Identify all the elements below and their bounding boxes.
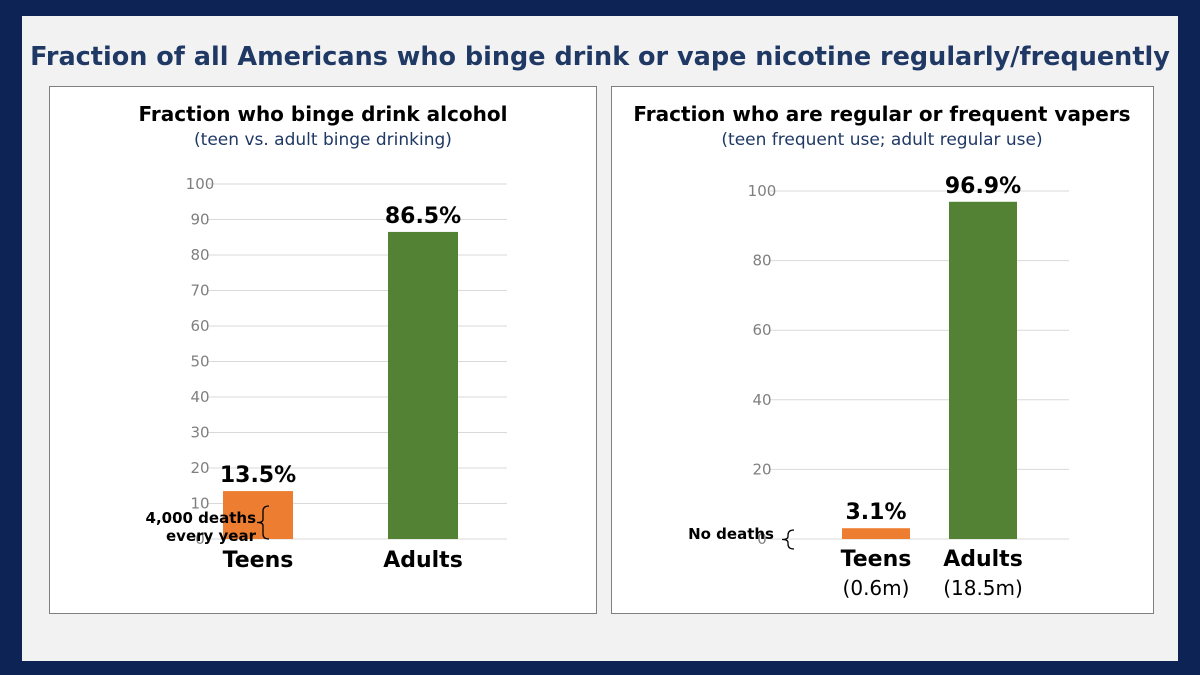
y-tick-label: 0 bbox=[195, 530, 205, 548]
y-tick-label: 60 bbox=[752, 321, 771, 339]
y-tick-label: 40 bbox=[752, 391, 771, 409]
data-label: 3.1% bbox=[845, 500, 906, 525]
data-label: 96.9% bbox=[945, 174, 1021, 199]
page-title: Fraction of all Americans who binge drin… bbox=[30, 42, 1170, 72]
y-tick-label: 20 bbox=[752, 460, 771, 478]
y-tick-label: 100 bbox=[186, 175, 215, 193]
annotation-text: 4,000 deaths bbox=[146, 509, 257, 527]
y-tick-label: 30 bbox=[190, 424, 209, 442]
annotation-text: every year bbox=[166, 527, 257, 545]
data-label: 13.5% bbox=[220, 463, 296, 488]
bar-teens bbox=[223, 491, 293, 539]
y-tick-label: 80 bbox=[190, 246, 209, 264]
y-tick-label: 100 bbox=[748, 182, 777, 200]
y-tick-label: 60 bbox=[190, 317, 209, 335]
data-label: 86.5% bbox=[385, 204, 461, 229]
y-tick-label: 70 bbox=[190, 282, 209, 300]
curly-brace-icon bbox=[256, 505, 270, 540]
curly-brace-icon bbox=[781, 529, 795, 550]
x-category-label: Adults bbox=[383, 548, 463, 573]
y-tick-label: 10 bbox=[190, 495, 209, 513]
vaping-chart-panel: Fraction who are regular or frequent vap… bbox=[611, 86, 1154, 614]
binge-drinking-chart: Fraction who binge drink alcohol (teen vs… bbox=[139, 102, 508, 573]
chart-title: Fraction who are regular or frequent vap… bbox=[633, 102, 1130, 126]
y-tick-label: 0 bbox=[757, 530, 767, 548]
y-tick-label: 90 bbox=[190, 211, 209, 229]
x-category-label: Teens bbox=[841, 547, 912, 572]
y-tick-label: 50 bbox=[190, 353, 209, 371]
y-tick-label: 20 bbox=[190, 459, 209, 477]
y-tick-label: 40 bbox=[190, 388, 209, 406]
x-category-note: (18.5m) bbox=[943, 576, 1023, 600]
y-tick-label: 80 bbox=[752, 252, 771, 270]
binge-drinking-chart-panel: Fraction who binge drink alcohol (teen vs… bbox=[49, 86, 597, 614]
x-category-label: Teens bbox=[223, 548, 294, 573]
chart-subtitle: (teen vs. adult binge drinking) bbox=[194, 130, 452, 150]
bar-adults bbox=[388, 231, 458, 540]
x-category-note: (0.6m) bbox=[843, 576, 910, 600]
annotation-text: No deaths bbox=[688, 525, 774, 543]
bar-adults bbox=[949, 201, 1017, 539]
vaping-chart: Fraction who are regular or frequent vap… bbox=[633, 102, 1130, 600]
bar-teens bbox=[842, 528, 910, 539]
chart-subtitle: (teen frequent use; adult regular use) bbox=[721, 130, 1042, 150]
x-category-label: Adults bbox=[943, 547, 1023, 572]
slide: Fraction of all Americans who binge drin… bbox=[22, 16, 1178, 661]
chart-title: Fraction who binge drink alcohol bbox=[139, 102, 508, 126]
